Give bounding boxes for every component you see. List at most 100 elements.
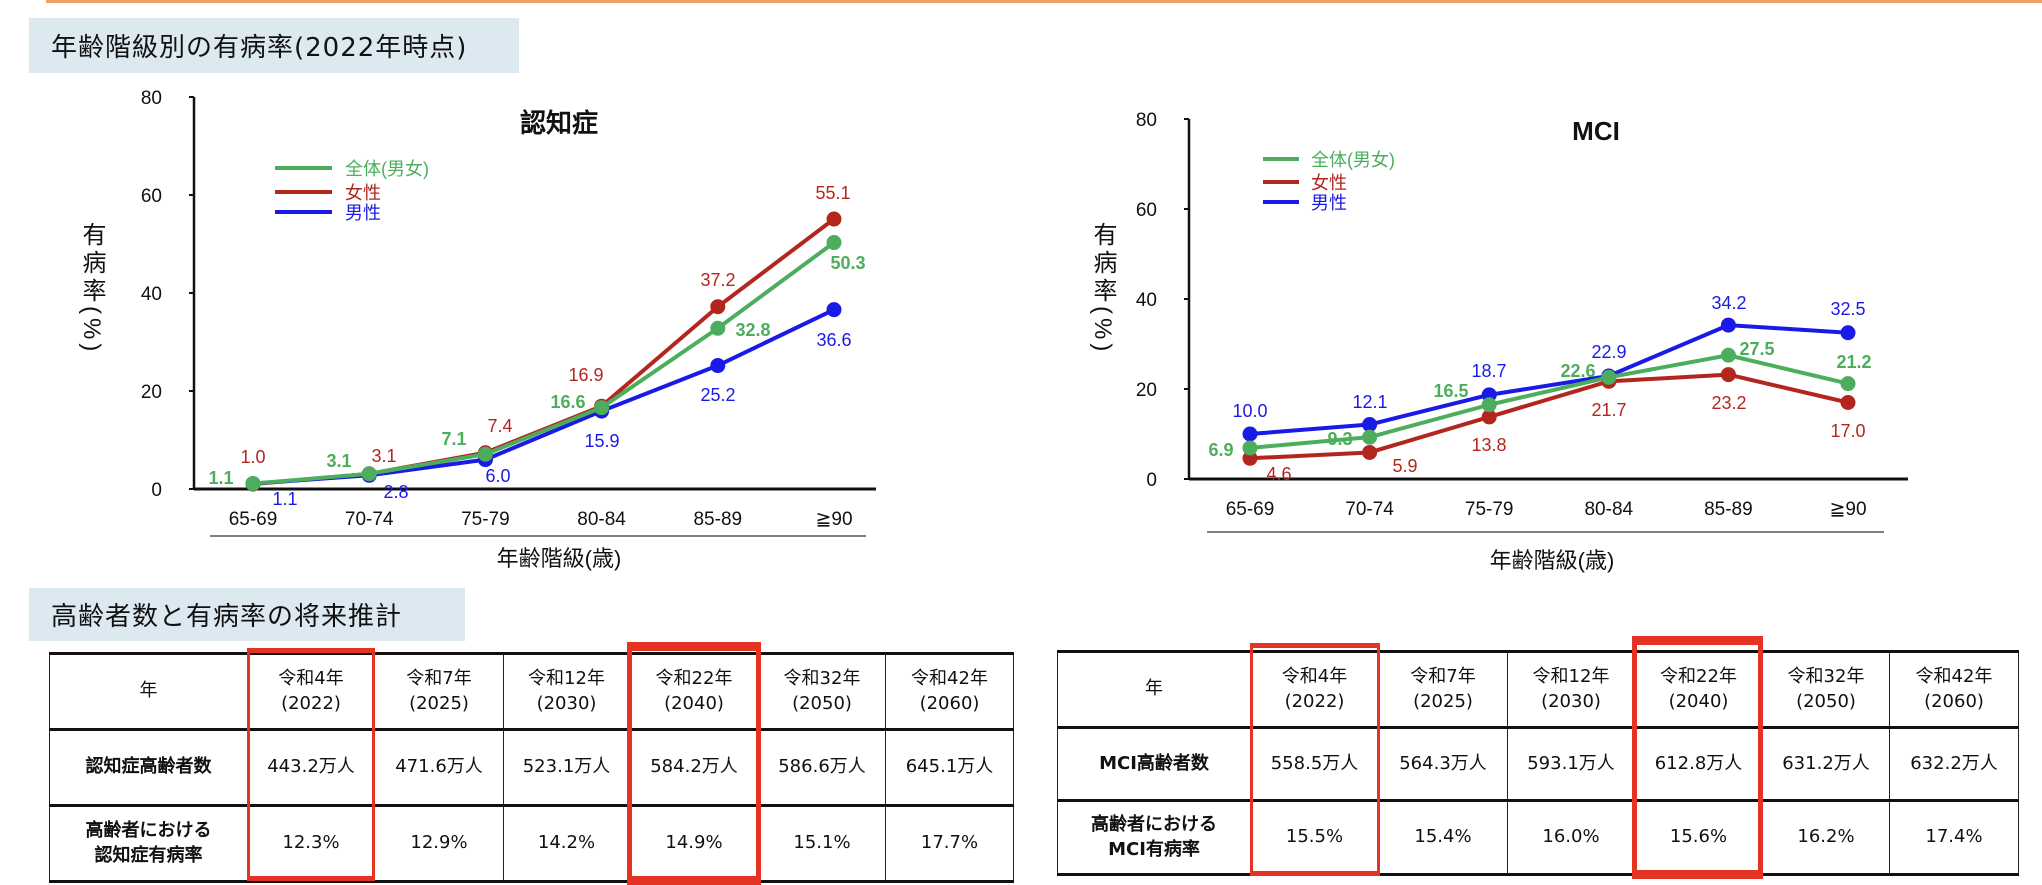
data-point-male	[1362, 417, 1378, 433]
table-cell: 593.1万人	[1507, 726, 1635, 802]
column-header: 令和7年 (2025)	[374, 652, 504, 731]
table-cell: 443.2万人	[247, 728, 375, 807]
data-label-female: 21.7	[1591, 400, 1626, 420]
data-point-female	[1242, 450, 1258, 466]
table-cell: 612.8万人	[1634, 726, 1763, 802]
table-cell: 15.1%	[758, 804, 886, 883]
data-point-male	[1720, 317, 1736, 333]
column-header: 令和32年 (2050)	[758, 652, 886, 731]
data-label-total: 9.3	[1327, 429, 1352, 449]
table-cell: 15.6%	[1634, 799, 1763, 876]
legend-label-female: 女性	[1311, 173, 1347, 193]
data-label-female: 3.1	[371, 446, 396, 466]
dementia-y-axis-label: 有病率(%)	[78, 222, 105, 356]
data-label-female: 37.2	[700, 270, 735, 290]
data-label-total: 21.2	[1836, 352, 1871, 372]
data-point-total	[1840, 376, 1856, 392]
row-header: 高齢者における 認知症有病率	[49, 804, 248, 883]
table-cell: 631.2万人	[1762, 726, 1890, 802]
x-tick-label: 70-74	[345, 509, 394, 530]
x-axis-label: 年齢階級(歳)	[497, 546, 622, 571]
highlight-2022-dementia	[247, 648, 375, 881]
data-point-female	[1720, 367, 1736, 383]
column-header: 令和42年 (2060)	[1889, 650, 2019, 729]
data-label-male: 6.0	[485, 466, 510, 486]
data-label-total: 1.1	[208, 468, 233, 488]
mci-y-axis-label: 有病率(%)	[1089, 222, 1116, 356]
x-tick-label: 85-89	[693, 509, 742, 530]
data-label-total: 50.3	[830, 253, 865, 273]
column-header: 令和7年 (2025)	[1378, 650, 1508, 729]
data-point-total	[1481, 397, 1497, 413]
data-point-male	[1840, 325, 1856, 341]
data-label-male: 1.1	[272, 489, 297, 509]
data-point-female	[1362, 444, 1378, 460]
data-label-male: 2.8	[383, 482, 408, 502]
data-label-male: 22.9	[1591, 342, 1626, 362]
data-label-female: 5.9	[1392, 456, 1417, 476]
column-header: 令和22年 (2040)	[1634, 650, 1763, 729]
table-cell: 17.4%	[1889, 799, 2019, 876]
x-tick-label: 80-84	[1584, 499, 1633, 520]
column-header: 令和12年 (2030)	[1507, 650, 1635, 729]
series-line-total	[252, 240, 836, 486]
data-point-total	[1362, 429, 1378, 445]
data-label-male: 18.7	[1471, 361, 1506, 381]
data-label-total: 27.5	[1739, 339, 1774, 359]
data-label-male: 32.5	[1830, 299, 1865, 319]
table-cell: 16.2%	[1762, 799, 1890, 876]
y-tick-label: 0	[1146, 470, 1157, 491]
highlight-2040-mci	[1632, 636, 1763, 879]
x-tick-label: 65-69	[1226, 499, 1275, 520]
data-point-total	[1601, 369, 1617, 385]
table-cell: 632.2万人	[1889, 726, 2019, 802]
legend-label-male: 男性	[345, 203, 381, 223]
prevalence-section-title: 年齢階級別の有病率(2022年時点)	[29, 18, 519, 73]
data-label-male: 36.6	[816, 330, 851, 350]
data-point-female	[1840, 395, 1856, 410]
chart-title: 認知症	[520, 108, 598, 138]
data-point-total	[245, 476, 261, 492]
x-tick-label: 80-84	[577, 509, 626, 530]
data-point-male	[1242, 426, 1258, 442]
row-header: MCI高齢者数	[1057, 726, 1251, 802]
data-label-total: 3.1	[326, 451, 351, 471]
y-tick-label: 80	[141, 88, 162, 109]
data-label-female: 13.8	[1471, 435, 1506, 455]
data-label-total: 16.5	[1433, 381, 1468, 401]
legend-label-total: 全体(男女)	[345, 159, 429, 179]
data-label-total: 6.9	[1208, 440, 1233, 460]
row-header: 高齢者における MCI有病率	[1057, 799, 1251, 876]
mci-projection-table: 年令和4年 (2022) 令和7年 (2025) 令和12年 (2030) 令和22年 (20…	[1057, 650, 2019, 876]
y-tick-label: 60	[1136, 200, 1157, 221]
data-label-male: 15.9	[584, 431, 619, 451]
table-cell: 523.1万人	[503, 728, 630, 807]
table-cell: 15.5%	[1250, 799, 1379, 876]
data-label-male: 12.1	[1352, 392, 1387, 412]
x-axis-label: 年齢階級(歳)	[1490, 548, 1615, 573]
y-tick-label: 40	[1136, 290, 1157, 311]
column-header: 令和4年 (2022)	[247, 652, 375, 731]
chart-title: MCI	[1572, 116, 1620, 146]
data-label-total: 7.1	[441, 429, 466, 449]
y-tick-label: 20	[1136, 380, 1157, 401]
table-cell: 15.4%	[1378, 799, 1508, 876]
table-cell: 14.9%	[629, 804, 759, 883]
data-point-total	[1720, 347, 1736, 363]
table-cell: 471.6万人	[374, 728, 504, 807]
table-cell: 564.3万人	[1378, 726, 1508, 802]
table-row: 認知症高齢者数 443.2万人 471.6万人 523.1万人 584.2万人 586.6…	[49, 728, 1014, 807]
data-point-male	[710, 358, 726, 374]
data-point-total	[826, 235, 842, 251]
legend-label-female: 女性	[345, 183, 381, 203]
table-cell: 14.2%	[503, 804, 630, 883]
y-tick-label: 20	[141, 382, 162, 403]
data-point-female	[710, 299, 726, 315]
series-line-male	[1249, 323, 1849, 436]
data-point-male	[826, 302, 842, 318]
data-label-male: 34.2	[1711, 293, 1746, 313]
x-tick-label: 65-69	[229, 509, 278, 530]
data-label-total: 32.8	[735, 320, 770, 340]
column-header: 令和32年 (2050)	[1762, 650, 1890, 729]
table-header-row: 年令和4年 (2022) 令和7年 (2025) 令和12年 (2030) 令和22年 (20…	[1057, 650, 2019, 729]
